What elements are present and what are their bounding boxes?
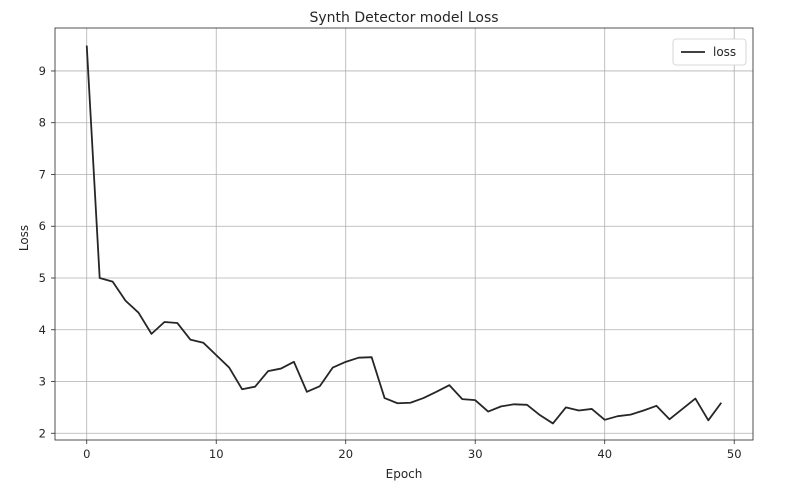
legend: loss (672, 38, 747, 66)
y-tick-label: 2 (39, 426, 46, 440)
x-tick-label: 40 (597, 447, 612, 461)
y-tick-label: 9 (39, 64, 46, 78)
axis-ticks: 0 10 20 30 40 50 2 3 4 5 6 7 8 9 (39, 64, 742, 461)
chart-title: Synth Detector model Loss (309, 10, 498, 26)
series-layer (85, 45, 722, 425)
y-tick-label: 3 (39, 375, 46, 389)
y-tick-label: 4 (39, 323, 46, 337)
y-tick-label: 7 (39, 167, 46, 181)
legend-label-loss: loss (713, 45, 736, 59)
grid-lines (55, 28, 753, 440)
x-tick-label: 20 (338, 447, 353, 461)
y-tick-label: 6 (39, 219, 46, 233)
x-tick-label: 30 (468, 447, 483, 461)
y-tick-label: 8 (39, 116, 46, 130)
x-tick-label: 50 (727, 447, 742, 461)
series-line-loss (85, 45, 722, 425)
plot-frame (54, 27, 754, 441)
x-tick-label: 10 (209, 447, 224, 461)
y-axis-label: Loss (17, 225, 31, 251)
x-tick-label: 0 (83, 447, 90, 461)
y-tick-label: 5 (39, 271, 46, 285)
x-axis-label: Epoch (386, 467, 423, 481)
legend-box (672, 38, 747, 66)
